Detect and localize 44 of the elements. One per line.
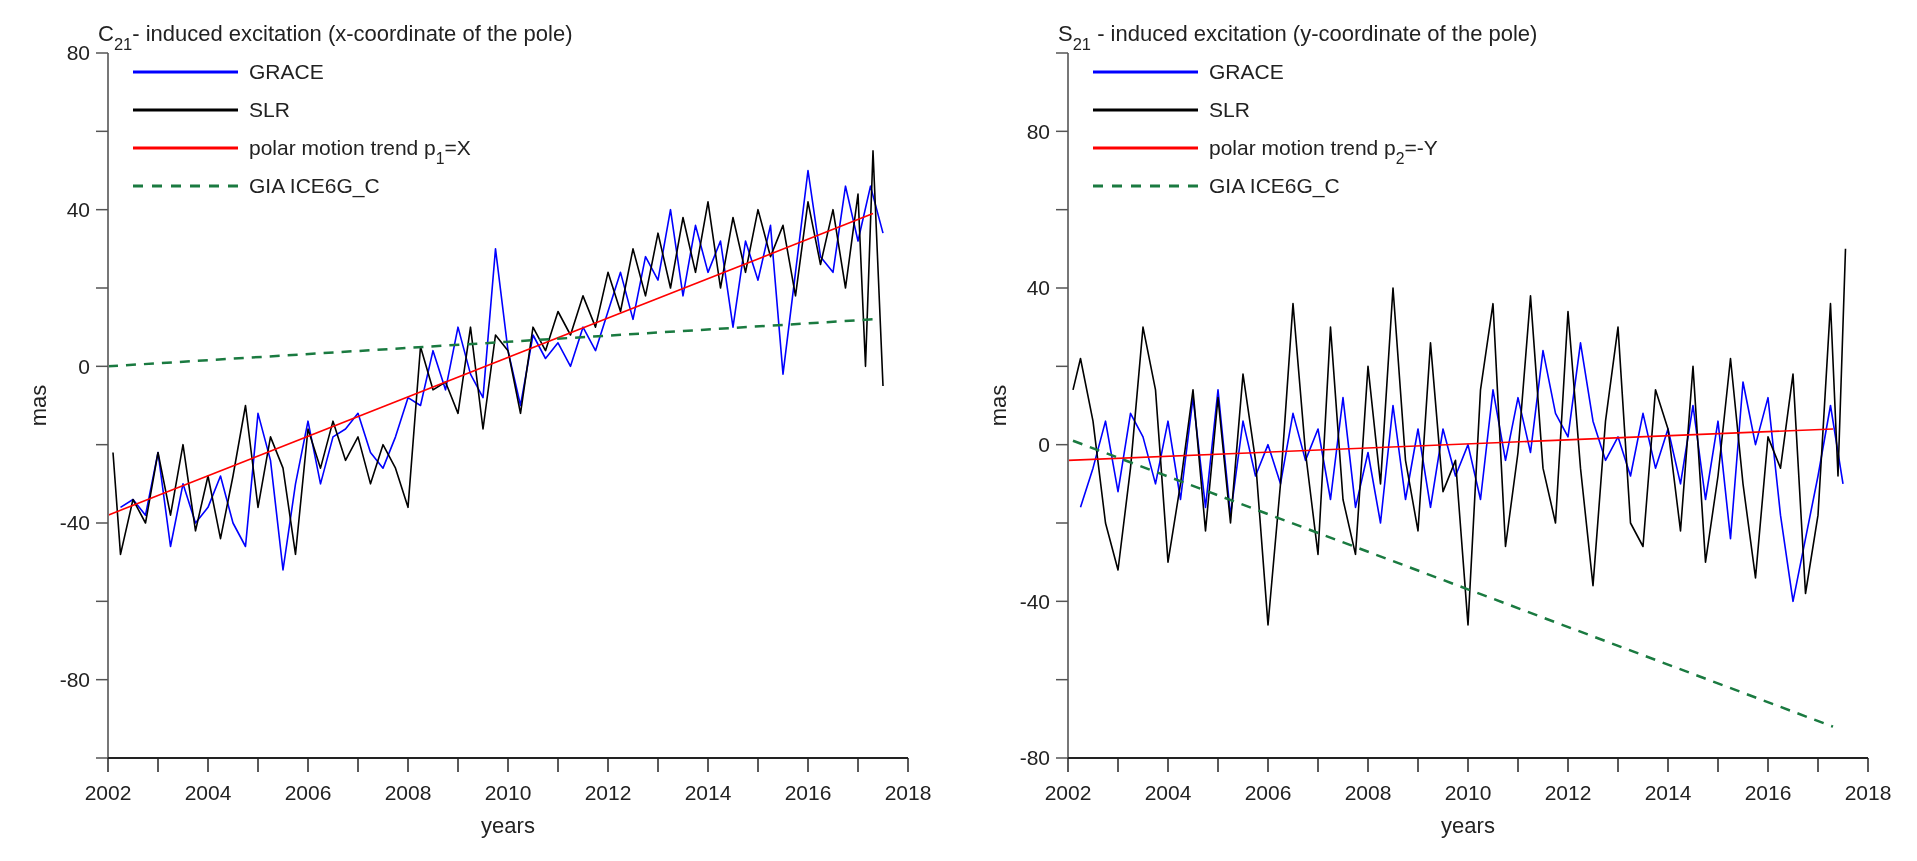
legend-label: polar motion trend p$_{1}$=X xyxy=(249,136,471,167)
legend-label: SLR xyxy=(249,98,290,121)
legend-label: polar motion trend p$_{2}$=-Y xyxy=(1209,136,1438,167)
y-tick-label: -40 xyxy=(1019,589,1050,613)
legend-label: SLR xyxy=(1209,98,1250,121)
line-series xyxy=(1079,342,1844,603)
chart-title: S$_{21}$ - induced excitation (y-coordinate of the pole) xyxy=(1058,21,1538,53)
line-series xyxy=(1072,248,1847,626)
x-tick-label: 2018 xyxy=(884,781,932,804)
y-axis-title: mas xyxy=(26,384,51,427)
x-tick-label: 2006 xyxy=(284,781,332,804)
y-tick-label: 80 xyxy=(66,41,90,65)
x-tick-label: 2006 xyxy=(1244,781,1292,804)
x-tick-label: 2014 xyxy=(684,781,732,804)
x-tick-label: 2016 xyxy=(1744,781,1792,804)
legend-label: GIA ICE6G_C xyxy=(249,174,380,198)
x-tick-label: 2010 xyxy=(484,781,532,804)
x-tick-label: 2004 xyxy=(184,781,232,804)
y-tick-label: 0 xyxy=(78,354,90,378)
x-tick-label: 2008 xyxy=(1344,781,1392,804)
x-tick-label: 2012 xyxy=(1544,781,1592,804)
y-tick-label: -80 xyxy=(1019,746,1050,770)
y-tick-label: -40 xyxy=(59,511,90,535)
y-tick-label: 40 xyxy=(66,198,90,222)
x-axis-title: years xyxy=(1441,813,1495,838)
y-axis-title: mas xyxy=(986,384,1011,427)
x-tick-label: 2014 xyxy=(1644,781,1692,804)
x-tick-label: 2004 xyxy=(1144,781,1192,804)
y-tick-label: 0 xyxy=(1038,433,1050,457)
y-tick-label: -80 xyxy=(59,668,90,692)
x-tick-label: 2016 xyxy=(784,781,832,804)
chart-title: C$_{21}$- induced excitation (x-coordinate of the pole) xyxy=(98,21,573,53)
x-tick-label: 2002 xyxy=(84,781,132,804)
x-tick-label: 2018 xyxy=(1844,781,1892,804)
x-axis-title: years xyxy=(481,813,535,838)
y-tick-label: 40 xyxy=(1026,276,1050,300)
y-tick-label: 80 xyxy=(1026,119,1050,143)
x-tick-label: 2002 xyxy=(1044,781,1092,804)
legend-label: GRACE xyxy=(249,60,324,83)
x-tick-label: 2008 xyxy=(384,781,432,804)
legend-label: GIA ICE6G_C xyxy=(1209,174,1340,198)
legend-label: GRACE xyxy=(1209,60,1284,83)
x-tick-label: 2010 xyxy=(1444,781,1492,804)
x-tick-label: 2012 xyxy=(584,781,632,804)
